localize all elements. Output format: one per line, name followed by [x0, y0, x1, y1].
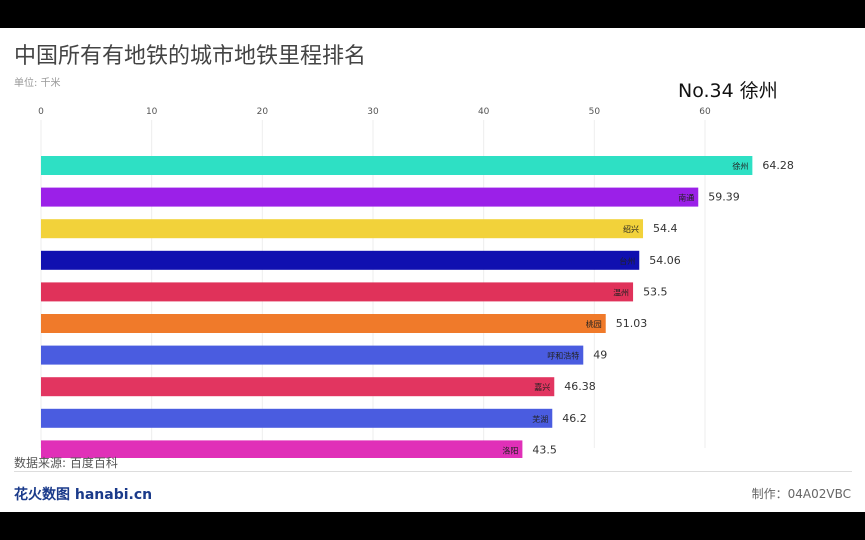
bar [41, 377, 555, 397]
bar-value-label: 54.06 [649, 254, 681, 267]
bar-value-label: 53.5 [643, 285, 668, 298]
divider [14, 471, 852, 472]
bar-category-label: 洛阳 [502, 445, 518, 455]
bar [41, 440, 523, 458]
x-tick-label: 60 [699, 107, 711, 117]
bar [41, 156, 753, 175]
bar-value-label: 64.28 [762, 159, 794, 172]
bar [41, 345, 584, 365]
bar [41, 282, 634, 302]
bar-value-label: 43.5 [532, 443, 557, 456]
bar-value-label: 49 [593, 349, 607, 362]
unit-label: 单位: 千米 [14, 78, 61, 89]
credit-text: 制作：04A02VBC [751, 487, 851, 501]
x-tick-label: 30 [367, 107, 379, 117]
bar-category-label: 绍兴 [623, 224, 639, 234]
bar-category-label: 嘉兴 [534, 382, 550, 392]
x-tick-label: 20 [257, 107, 269, 117]
bar-value-label: 54.4 [653, 222, 678, 235]
bar-category-label: 呼和浩特 [547, 351, 579, 361]
rank-label: No.34 徐州 [678, 80, 778, 102]
x-tick-label: 40 [478, 107, 490, 117]
bar [41, 314, 606, 333]
x-tick-label: 10 [146, 107, 158, 117]
bar-value-label: 51.03 [616, 317, 648, 330]
data-source: 数据来源: 百度百科 [14, 456, 118, 470]
bar-value-label: 46.38 [564, 380, 596, 393]
bar [41, 250, 640, 270]
bar-category-label: 芜湖 [532, 414, 548, 424]
bar-chart: 0 10 20 30 40 50 60 徐州 64.28 南通 59.39 绍兴 54.4 台州 54.06… [38, 107, 794, 458]
bar [41, 408, 553, 428]
x-tick-label: 0 [38, 107, 44, 117]
bar-category-label: 南通 [678, 193, 694, 203]
bar-category-label: 徐州 [732, 161, 748, 171]
brand-logo: 花火数图 hanabi.cn [14, 487, 153, 503]
bar-value-label: 59.39 [708, 191, 740, 204]
chart-title: 中国所有有地铁的城市地铁里程排名 [14, 44, 367, 69]
bar-category-label: 桃园 [586, 319, 602, 329]
bar-value-label: 46.2 [562, 412, 587, 425]
x-tick-label: 50 [589, 107, 601, 117]
bar [41, 219, 644, 239]
bar [41, 187, 699, 207]
chart-frame: 中国所有有地铁的城市地铁里程排名 单位: 千米 No.34 徐州 0 10 20 30… [0, 28, 865, 512]
bar-category-label: 温州 [613, 288, 629, 297]
bar-category-label: 台州 [619, 256, 635, 266]
